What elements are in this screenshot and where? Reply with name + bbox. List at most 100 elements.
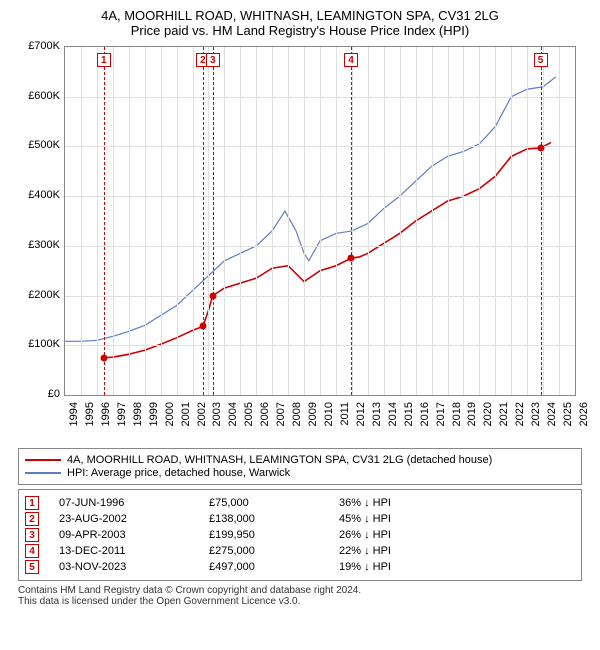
- gridline-v: [559, 47, 560, 395]
- table-row: 5 03-NOV-2023£497,00019% ↓ HPI: [25, 560, 575, 574]
- x-axis-label: 2015: [403, 402, 415, 426]
- event-marker: 3: [206, 53, 220, 67]
- x-axis-label: 2020: [482, 402, 494, 426]
- legend-item: HPI: Average price, detached house, Warw…: [25, 467, 575, 479]
- x-axis-label: 1995: [84, 402, 96, 426]
- gridline-v: [463, 47, 464, 395]
- series-hpi: [65, 77, 556, 341]
- event-marker: 1: [97, 53, 111, 67]
- row-marker: 5: [25, 560, 39, 574]
- down-arrow-icon: ↓: [364, 561, 370, 573]
- x-axis-label: 1994: [68, 402, 80, 426]
- x-axis-label: 2018: [451, 402, 463, 426]
- gridline-v: [272, 47, 273, 395]
- event-marker: 4: [344, 53, 358, 67]
- gridline-v: [208, 47, 209, 395]
- row-date: 07-JUN-1996: [59, 497, 209, 509]
- row-delta: 22% ↓ HPI: [339, 545, 459, 557]
- gridline-v: [384, 47, 385, 395]
- event-marker: 5: [534, 53, 548, 67]
- x-axis-label: 2010: [323, 402, 335, 426]
- row-delta: 26% ↓ HPI: [339, 529, 459, 541]
- gridline-v: [495, 47, 496, 395]
- x-axis-label: 2014: [387, 402, 399, 426]
- table-row: 223-AUG-2002£138,00045% ↓ HPI: [25, 512, 575, 526]
- gridline-v: [240, 47, 241, 395]
- x-axis-label: 2025: [562, 402, 574, 426]
- row-delta: 19% ↓ HPI: [339, 561, 459, 573]
- row-price: £497,000: [209, 561, 339, 573]
- x-axis-label: 2019: [466, 402, 478, 426]
- x-axis-label: 2007: [275, 402, 287, 426]
- gridline-v: [129, 47, 130, 395]
- gridline-v: [336, 47, 337, 395]
- gridline-v: [193, 47, 194, 395]
- row-date: 09-APR-2003: [59, 529, 209, 541]
- legend-swatch: [25, 472, 61, 474]
- gridline-v: [448, 47, 449, 395]
- table-row: 1 07-JUN-1996£75,00036% ↓ HPI: [25, 496, 575, 510]
- gridline-v: [81, 47, 82, 395]
- row-marker: 3: [25, 528, 39, 542]
- row-marker: 2: [25, 512, 39, 526]
- row-date: 03-NOV-2023: [59, 561, 209, 573]
- x-axis-label: 2021: [498, 402, 510, 426]
- x-axis-label: 2023: [530, 402, 542, 426]
- table-row: 3 09-APR-2003£199,95026% ↓ HPI: [25, 528, 575, 542]
- row-price: £75,000: [209, 497, 339, 509]
- gridline-v: [288, 47, 289, 395]
- gridline-v: [511, 47, 512, 395]
- down-arrow-icon: ↓: [364, 545, 370, 557]
- x-axis-label: 1998: [132, 402, 144, 426]
- row-marker: 1: [25, 496, 39, 510]
- event-point: [209, 292, 216, 299]
- y-axis-label: £300K: [28, 239, 60, 251]
- down-arrow-icon: ↓: [364, 497, 370, 509]
- x-axis-label: 2013: [371, 402, 383, 426]
- y-axis-label: £200K: [28, 289, 60, 301]
- row-date: 13-DEC-2011: [59, 545, 209, 557]
- row-marker: 4: [25, 544, 39, 558]
- x-axis-label: 2016: [419, 402, 431, 426]
- gridline-v: [224, 47, 225, 395]
- down-arrow-icon: ↓: [364, 529, 370, 541]
- row-price: £199,950: [209, 529, 339, 541]
- x-axis-label: 2011: [339, 402, 351, 426]
- legend-label: 4A, MOORHILL ROAD, WHITNASH, LEAMINGTON …: [67, 454, 492, 466]
- x-axis-label: 2017: [435, 402, 447, 426]
- y-axis-label: £400K: [28, 189, 60, 201]
- event-point: [348, 255, 355, 262]
- footer: Contains HM Land Registry data © Crown c…: [18, 585, 582, 607]
- gridline-v: [368, 47, 369, 395]
- title-subtitle: Price paid vs. HM Land Registry's House …: [8, 23, 592, 38]
- gridline-v: [479, 47, 480, 395]
- gridline-v: [416, 47, 417, 395]
- x-axis-label: 2000: [164, 402, 176, 426]
- event-point: [100, 354, 107, 361]
- row-price: £138,000: [209, 513, 339, 525]
- chart-area: 12345 £0£100K£200K£300K£400K£500K£600K£7…: [20, 42, 580, 442]
- gridline-v: [113, 47, 114, 395]
- event-line: [213, 47, 214, 395]
- gridline-v: [400, 47, 401, 395]
- event-line: [104, 47, 105, 395]
- x-axis-label: 2012: [355, 402, 367, 426]
- legend-label: HPI: Average price, detached house, Warw…: [67, 467, 290, 479]
- row-delta: 36% ↓ HPI: [339, 497, 459, 509]
- x-axis-label: 1996: [100, 402, 112, 426]
- x-axis-label: 2008: [291, 402, 303, 426]
- x-axis-label: 2002: [196, 402, 208, 426]
- x-axis-label: 2001: [180, 402, 192, 426]
- x-axis-label: 2024: [546, 402, 558, 426]
- series-property: [104, 142, 551, 357]
- event-line: [351, 47, 352, 395]
- gridline-v: [543, 47, 544, 395]
- event-line: [203, 47, 204, 395]
- x-axis-label: 2006: [259, 402, 271, 426]
- title-address: 4A, MOORHILL ROAD, WHITNASH, LEAMINGTON …: [8, 8, 592, 23]
- y-axis-label: £0: [48, 388, 60, 400]
- down-arrow-icon: ↓: [364, 513, 370, 525]
- footer-line2: This data is licensed under the Open Gov…: [18, 596, 582, 607]
- table-row: 413-DEC-2011£275,00022% ↓ HPI: [25, 544, 575, 558]
- gridline-v: [304, 47, 305, 395]
